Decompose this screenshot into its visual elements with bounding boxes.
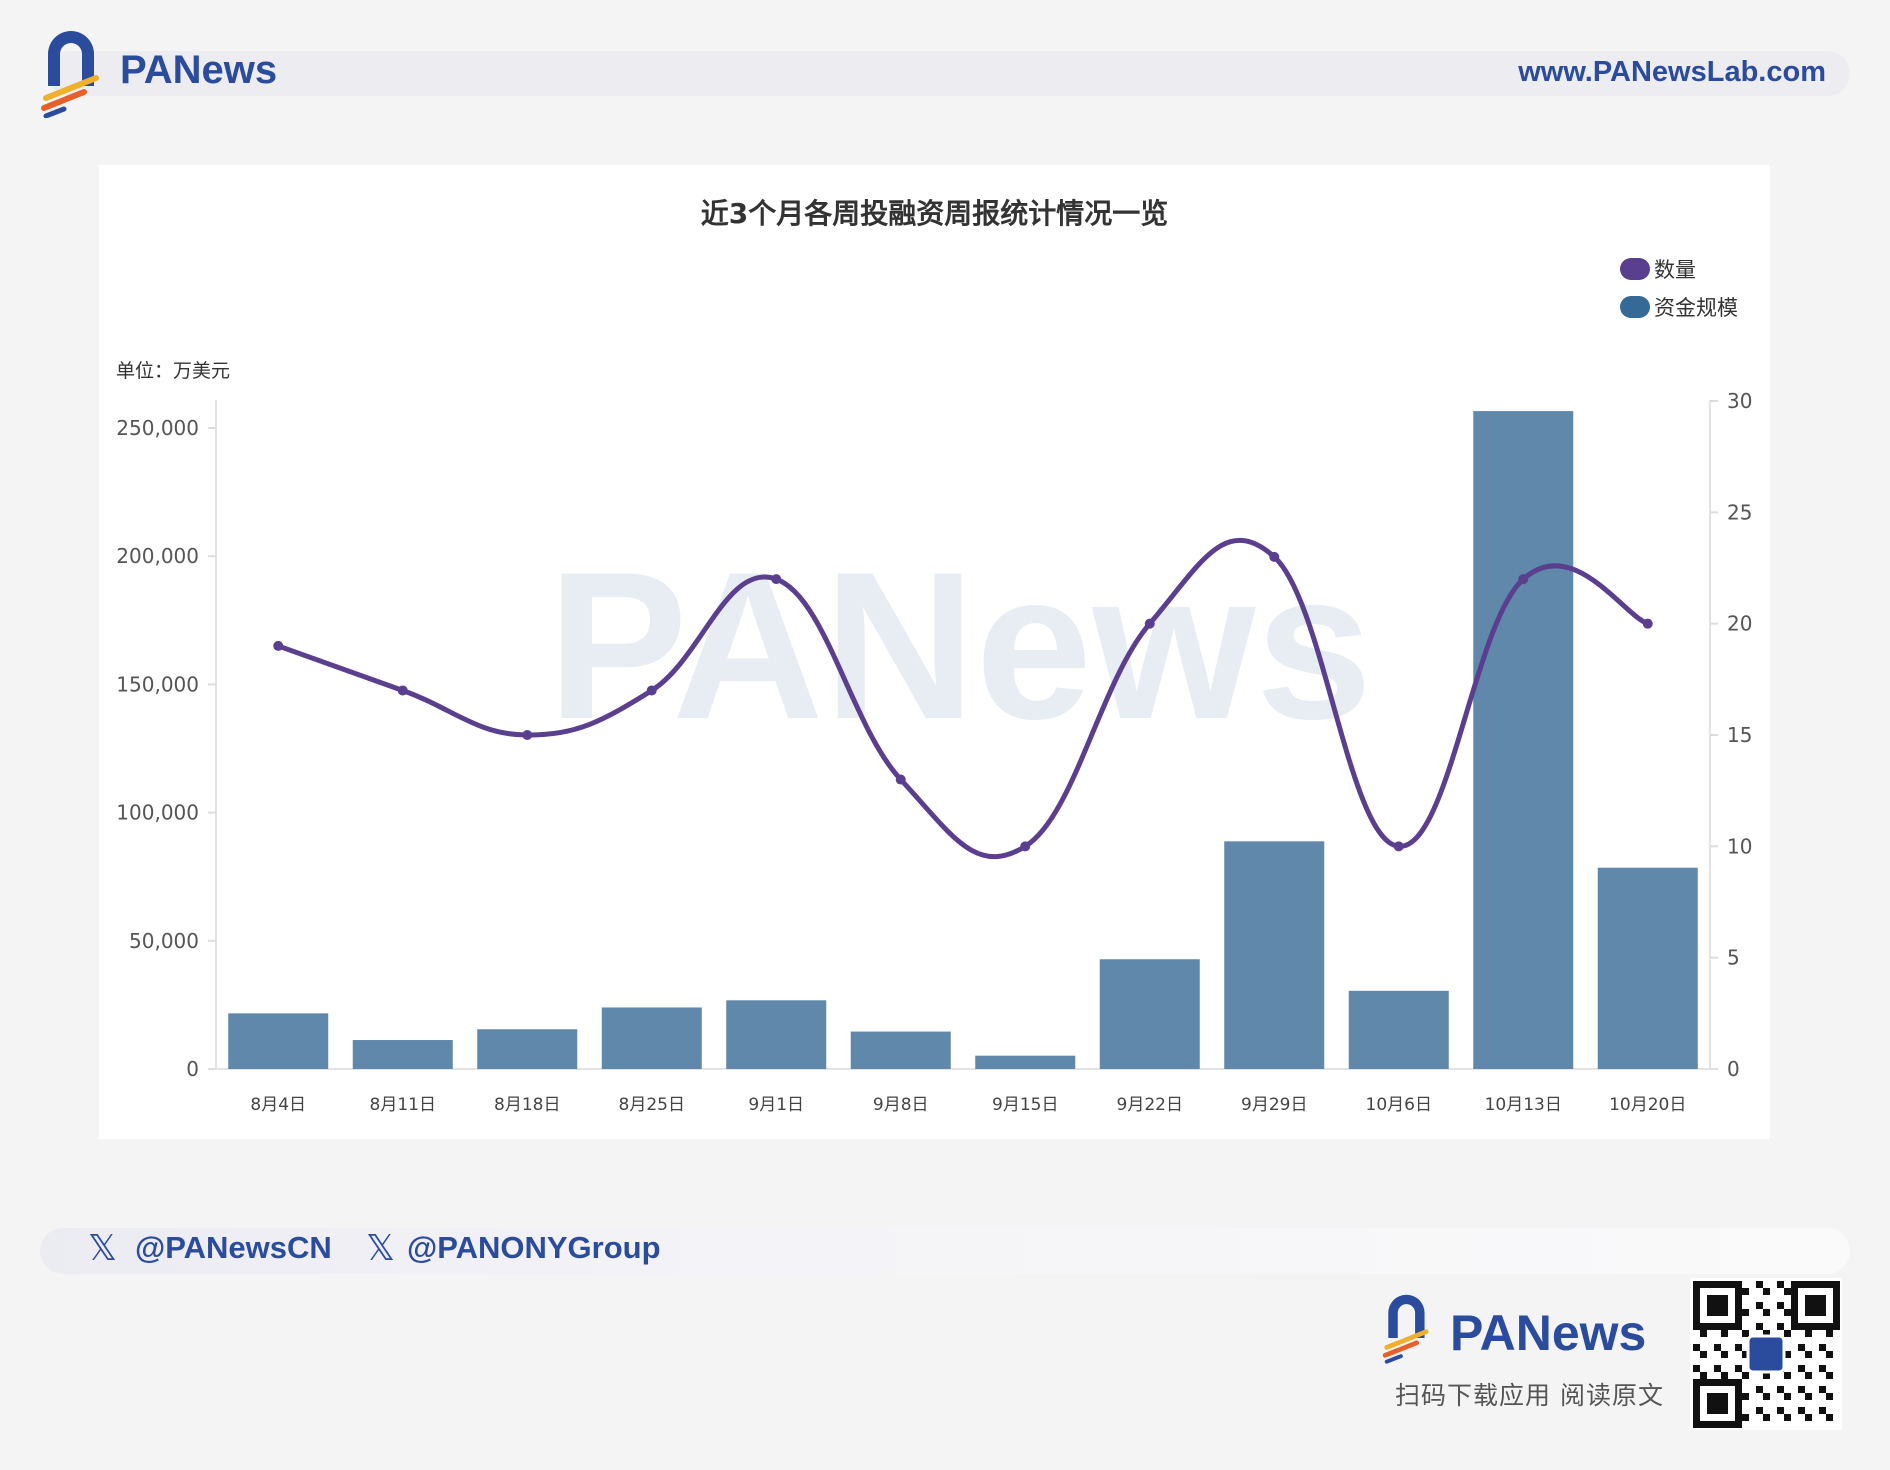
bar [228, 1013, 329, 1069]
count-point [273, 640, 284, 651]
bar [477, 1029, 578, 1069]
social-bar [40, 1228, 1850, 1274]
left-tick-label: 200,000 [116, 544, 199, 568]
right-tick-label: 0 [1727, 1057, 1740, 1081]
legend: 数量 资金规模 [1620, 254, 1738, 322]
right-tick-label: 25 [1727, 500, 1752, 524]
legend-item-count[interactable]: 数量 [1620, 254, 1738, 284]
bar [726, 1000, 827, 1069]
x-tick-label: 8月25日 [619, 1095, 685, 1115]
right-tick-label: 10 [1727, 834, 1752, 858]
qr-code[interactable] [1690, 1278, 1842, 1430]
count-point [522, 730, 533, 740]
x-tick-label: 8月18日 [494, 1095, 560, 1115]
bar [975, 1055, 1076, 1069]
left-tick-label: 250,000 [116, 416, 199, 440]
header-bar [48, 51, 1850, 96]
legend-item-funding[interactable]: 资金规模 [1620, 292, 1738, 322]
x-tick-label: 8月11日 [370, 1095, 436, 1115]
x-tick-label: 10月13日 [1485, 1095, 1562, 1115]
panews-logo-icon [41, 31, 99, 118]
right-tick-label: 20 [1727, 612, 1752, 636]
right-tick-label: 5 [1727, 946, 1740, 970]
count-point [1518, 574, 1529, 585]
x-tick-label: 9月8日 [873, 1095, 929, 1115]
qr-code-icon [1693, 1281, 1840, 1428]
social-handle[interactable]: @PANONYGroup [407, 1230, 661, 1265]
panews-logo-icon [1382, 1294, 1429, 1364]
x-tick-label: 9月1日 [748, 1095, 804, 1115]
legend-label: 资金规模 [1654, 296, 1738, 320]
bar [352, 1040, 453, 1069]
x-logo-icon: 𝕏 [88, 1228, 118, 1269]
x-tick-label: 9月22日 [1117, 1095, 1183, 1115]
bar [1099, 959, 1200, 1069]
chart-title: 近3个月各周投融资周报统计情况一览 [700, 197, 1169, 230]
right-tick-label: 30 [1727, 389, 1752, 413]
count-point [895, 774, 906, 785]
x-logo-icon: 𝕏 [366, 1228, 396, 1269]
x-tick-label: 10月20日 [1609, 1095, 1686, 1115]
count-point [771, 574, 782, 585]
bar [601, 1007, 702, 1069]
bar [1473, 411, 1574, 1069]
left-tick-label: 50,000 [129, 929, 199, 953]
count-point [1393, 841, 1404, 852]
brand-name: PANews [120, 48, 278, 92]
x-tick-label: 9月29日 [1241, 1095, 1307, 1115]
count-point [1642, 618, 1653, 629]
legend-label: 数量 [1654, 258, 1696, 282]
left-tick-label: 150,000 [116, 672, 199, 696]
legend-swatch-count [1620, 258, 1650, 280]
count-point [1020, 841, 1031, 852]
download-cta: 扫码下载应用 阅读原文 [1395, 1381, 1664, 1410]
footer-brand: PANews [1450, 1305, 1647, 1361]
count-point [646, 685, 657, 696]
x-tick-label: 9月15日 [992, 1095, 1058, 1115]
bar [850, 1031, 951, 1069]
bar [1224, 841, 1325, 1069]
count-point [1144, 618, 1155, 629]
count-point [1269, 551, 1280, 562]
watermark-text: PANews [548, 528, 1373, 763]
legend-swatch-funding [1620, 296, 1650, 318]
website-link[interactable]: www.PANewsLab.com [1518, 56, 1826, 88]
left-tick-label: 0 [186, 1057, 199, 1081]
social-handle[interactable]: @PANewsCN [135, 1230, 332, 1265]
right-tick-label: 15 [1727, 723, 1752, 747]
unit-label: 单位：万美元 [116, 360, 231, 382]
x-tick-label: 10月6日 [1366, 1095, 1432, 1115]
bar [1348, 990, 1449, 1069]
count-point [397, 685, 408, 696]
bar [1597, 867, 1698, 1069]
left-tick-label: 100,000 [116, 801, 199, 825]
x-tick-label: 8月4日 [250, 1095, 306, 1115]
watermark: PANews [548, 528, 1373, 763]
